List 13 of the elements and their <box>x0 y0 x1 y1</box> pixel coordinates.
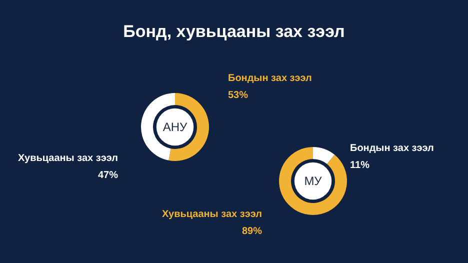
data-label: 11% <box>350 160 370 171</box>
text: АНУ <box>162 120 188 134</box>
data-label: 47% <box>98 170 118 181</box>
text: МУ <box>304 174 322 188</box>
data-label: 89% <box>242 226 262 237</box>
data-label: 53% <box>228 90 248 101</box>
slice-label: Бондын зах зээл <box>350 143 434 154</box>
donut-slice <box>279 147 347 215</box>
slice-label: Бондын зах зээл <box>228 73 312 84</box>
chart-title: Бонд, хувьцааны зах зээл <box>123 22 345 41</box>
donut-slice <box>313 147 335 164</box>
slice-label: Хувьцааны зах зээл <box>162 209 262 220</box>
slice-label: Хувьцааны зах зээл <box>18 153 118 164</box>
